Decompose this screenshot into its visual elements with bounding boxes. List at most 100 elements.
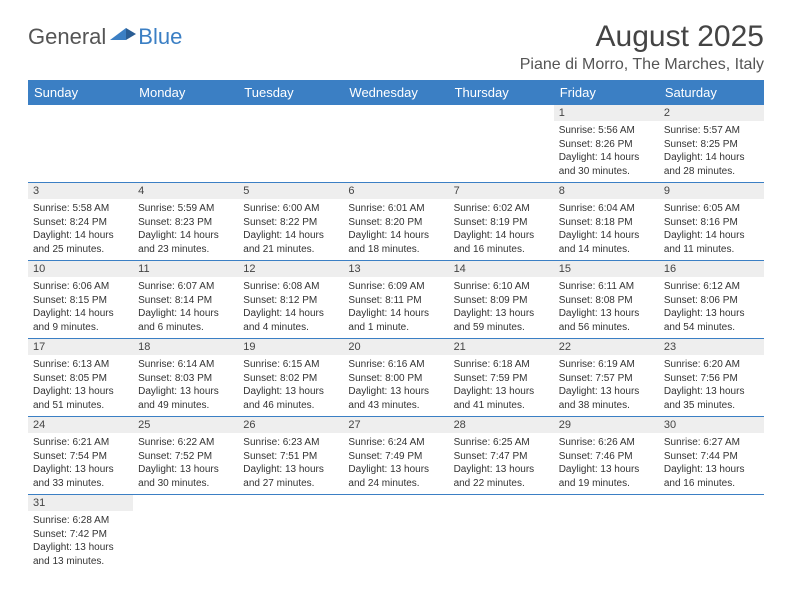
day-number: 3 <box>28 183 133 199</box>
day-number: 31 <box>28 495 133 511</box>
calendar-cell <box>238 105 343 183</box>
sunset-line: Sunset: 8:11 PM <box>348 294 443 308</box>
day-number: 5 <box>238 183 343 199</box>
day-number: 18 <box>133 339 238 355</box>
sunset-line: Sunset: 7:57 PM <box>559 372 654 386</box>
calendar-cell <box>343 105 448 183</box>
day-number: 16 <box>659 261 764 277</box>
day-number: 24 <box>28 417 133 433</box>
sunset-line: Sunset: 8:16 PM <box>664 216 759 230</box>
sunset-line: Sunset: 7:52 PM <box>138 450 233 464</box>
sunset-line: Sunset: 8:24 PM <box>33 216 128 230</box>
day-details: Sunrise: 6:21 AMSunset: 7:54 PMDaylight:… <box>28 433 133 494</box>
sunrise-line: Sunrise: 6:01 AM <box>348 202 443 216</box>
col-thursday: Thursday <box>449 80 554 105</box>
day-number: 17 <box>28 339 133 355</box>
calendar-cell <box>554 495 659 573</box>
calendar-cell: 10Sunrise: 6:06 AMSunset: 8:15 PMDayligh… <box>28 261 133 339</box>
day-number: 10 <box>28 261 133 277</box>
day-number: 27 <box>343 417 448 433</box>
daylight-line: Daylight: 14 hours and 14 minutes. <box>559 229 654 256</box>
sunset-line: Sunset: 8:09 PM <box>454 294 549 308</box>
sunset-line: Sunset: 8:14 PM <box>138 294 233 308</box>
col-sunday: Sunday <box>28 80 133 105</box>
day-number: 26 <box>238 417 343 433</box>
daylight-line: Daylight: 14 hours and 30 minutes. <box>559 151 654 178</box>
calendar-cell: 11Sunrise: 6:07 AMSunset: 8:14 PMDayligh… <box>133 261 238 339</box>
day-number: 22 <box>554 339 659 355</box>
calendar-cell <box>449 105 554 183</box>
day-details: Sunrise: 6:14 AMSunset: 8:03 PMDaylight:… <box>133 355 238 416</box>
sunset-line: Sunset: 8:20 PM <box>348 216 443 230</box>
day-details: Sunrise: 6:16 AMSunset: 8:00 PMDaylight:… <box>343 355 448 416</box>
month-title: August 2025 <box>520 20 764 54</box>
daylight-line: Daylight: 13 hours and 22 minutes. <box>454 463 549 490</box>
day-number: 9 <box>659 183 764 199</box>
sunrise-line: Sunrise: 6:22 AM <box>138 436 233 450</box>
daylight-line: Daylight: 13 hours and 41 minutes. <box>454 385 549 412</box>
daylight-line: Daylight: 13 hours and 27 minutes. <box>243 463 338 490</box>
sunrise-line: Sunrise: 6:07 AM <box>138 280 233 294</box>
sunset-line: Sunset: 7:49 PM <box>348 450 443 464</box>
day-number: 25 <box>133 417 238 433</box>
day-number: 23 <box>659 339 764 355</box>
calendar-cell: 27Sunrise: 6:24 AMSunset: 7:49 PMDayligh… <box>343 417 448 495</box>
day-details: Sunrise: 6:04 AMSunset: 8:18 PMDaylight:… <box>554 199 659 260</box>
day-details: Sunrise: 6:26 AMSunset: 7:46 PMDaylight:… <box>554 433 659 494</box>
calendar-row: 17Sunrise: 6:13 AMSunset: 8:05 PMDayligh… <box>28 339 764 417</box>
daylight-line: Daylight: 14 hours and 4 minutes. <box>243 307 338 334</box>
sunrise-line: Sunrise: 6:16 AM <box>348 358 443 372</box>
sunset-line: Sunset: 7:51 PM <box>243 450 338 464</box>
calendar-cell: 19Sunrise: 6:15 AMSunset: 8:02 PMDayligh… <box>238 339 343 417</box>
sunset-line: Sunset: 8:02 PM <box>243 372 338 386</box>
day-number: 20 <box>343 339 448 355</box>
day-number: 19 <box>238 339 343 355</box>
day-details: Sunrise: 6:20 AMSunset: 7:56 PMDaylight:… <box>659 355 764 416</box>
weekday-header-row: Sunday Monday Tuesday Wednesday Thursday… <box>28 80 764 105</box>
brand-flag-icon <box>110 26 136 49</box>
sunrise-line: Sunrise: 6:10 AM <box>454 280 549 294</box>
calendar-cell: 7Sunrise: 6:02 AMSunset: 8:19 PMDaylight… <box>449 183 554 261</box>
sunset-line: Sunset: 7:46 PM <box>559 450 654 464</box>
calendar-row: 1Sunrise: 5:56 AMSunset: 8:26 PMDaylight… <box>28 105 764 183</box>
calendar-cell: 21Sunrise: 6:18 AMSunset: 7:59 PMDayligh… <box>449 339 554 417</box>
calendar-cell <box>133 105 238 183</box>
day-details: Sunrise: 6:10 AMSunset: 8:09 PMDaylight:… <box>449 277 554 338</box>
calendar-cell: 20Sunrise: 6:16 AMSunset: 8:00 PMDayligh… <box>343 339 448 417</box>
day-number: 4 <box>133 183 238 199</box>
sunrise-line: Sunrise: 6:26 AM <box>559 436 654 450</box>
daylight-line: Daylight: 13 hours and 38 minutes. <box>559 385 654 412</box>
sunset-line: Sunset: 8:15 PM <box>33 294 128 308</box>
sunrise-line: Sunrise: 6:08 AM <box>243 280 338 294</box>
calendar-cell: 12Sunrise: 6:08 AMSunset: 8:12 PMDayligh… <box>238 261 343 339</box>
daylight-line: Daylight: 14 hours and 21 minutes. <box>243 229 338 256</box>
calendar-row: 24Sunrise: 6:21 AMSunset: 7:54 PMDayligh… <box>28 417 764 495</box>
day-details: Sunrise: 6:06 AMSunset: 8:15 PMDaylight:… <box>28 277 133 338</box>
day-number: 30 <box>659 417 764 433</box>
sunrise-line: Sunrise: 6:27 AM <box>664 436 759 450</box>
col-saturday: Saturday <box>659 80 764 105</box>
sunrise-line: Sunrise: 5:57 AM <box>664 124 759 138</box>
day-number: 14 <box>449 261 554 277</box>
sunset-line: Sunset: 8:03 PM <box>138 372 233 386</box>
daylight-line: Daylight: 13 hours and 49 minutes. <box>138 385 233 412</box>
daylight-line: Daylight: 13 hours and 51 minutes. <box>33 385 128 412</box>
daylight-line: Daylight: 14 hours and 16 minutes. <box>454 229 549 256</box>
day-details: Sunrise: 6:12 AMSunset: 8:06 PMDaylight:… <box>659 277 764 338</box>
daylight-line: Daylight: 14 hours and 25 minutes. <box>33 229 128 256</box>
daylight-line: Daylight: 13 hours and 56 minutes. <box>559 307 654 334</box>
day-number: 15 <box>554 261 659 277</box>
day-details: Sunrise: 6:13 AMSunset: 8:05 PMDaylight:… <box>28 355 133 416</box>
day-number: 13 <box>343 261 448 277</box>
calendar-cell: 29Sunrise: 6:26 AMSunset: 7:46 PMDayligh… <box>554 417 659 495</box>
sunset-line: Sunset: 7:56 PM <box>664 372 759 386</box>
sunrise-line: Sunrise: 6:05 AM <box>664 202 759 216</box>
calendar-cell <box>343 495 448 573</box>
brand-part2: Blue <box>138 24 182 50</box>
location: Piane di Morro, The Marches, Italy <box>520 56 764 74</box>
day-details: Sunrise: 6:18 AMSunset: 7:59 PMDaylight:… <box>449 355 554 416</box>
calendar-row: 31Sunrise: 6:28 AMSunset: 7:42 PMDayligh… <box>28 495 764 573</box>
daylight-line: Daylight: 14 hours and 28 minutes. <box>664 151 759 178</box>
calendar-cell: 2Sunrise: 5:57 AMSunset: 8:25 PMDaylight… <box>659 105 764 183</box>
sunrise-line: Sunrise: 6:13 AM <box>33 358 128 372</box>
